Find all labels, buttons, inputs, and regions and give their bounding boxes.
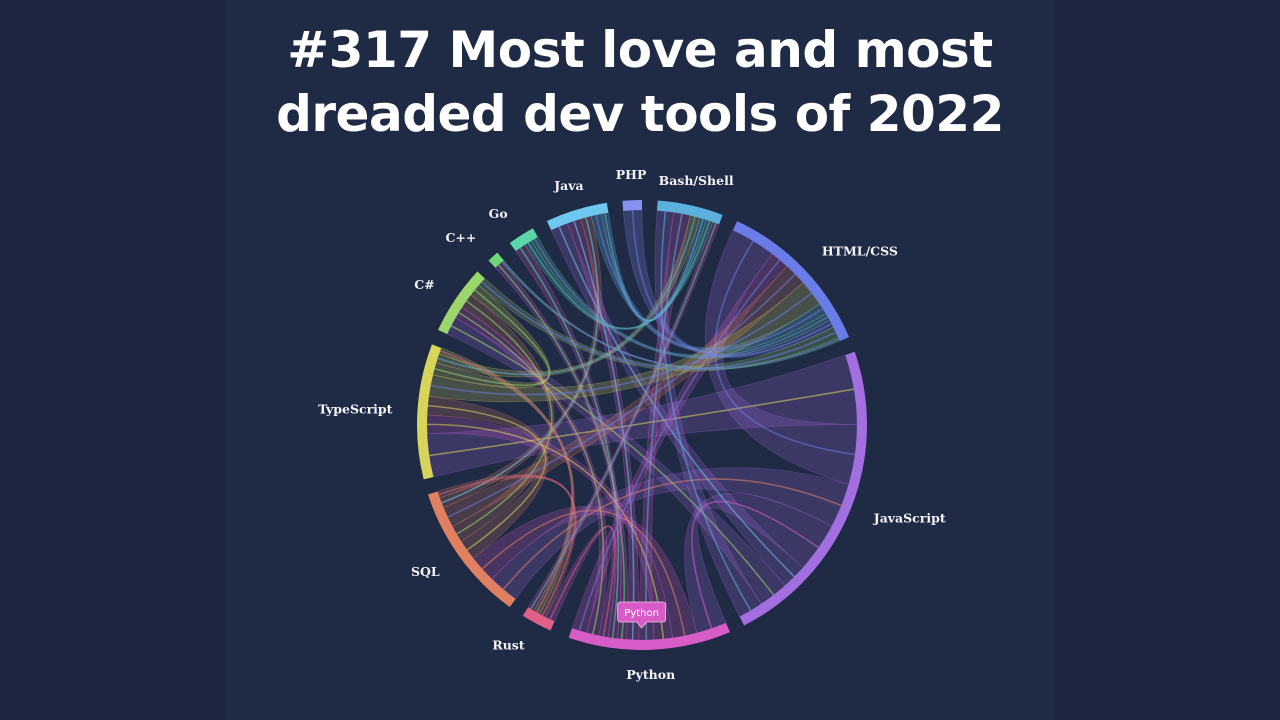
arc-javascript[interactable] bbox=[739, 351, 868, 626]
arc-html-css[interactable] bbox=[732, 221, 850, 341]
ribbon-javascript-typescript[interactable] bbox=[426, 354, 858, 478]
label-javascript: JavaScript bbox=[873, 511, 946, 526]
strand-php-html-css bbox=[631, 210, 832, 357]
strand-javascript-sql bbox=[502, 478, 842, 590]
label-rust: Rust bbox=[492, 638, 525, 653]
label-java: Java bbox=[553, 178, 583, 193]
arc-typescript[interactable] bbox=[417, 344, 442, 480]
ribbon-layer bbox=[426, 209, 858, 641]
right-letterbox bbox=[1054, 0, 1280, 720]
arc-python[interactable] bbox=[568, 622, 730, 650]
arc-c[interactable] bbox=[438, 271, 485, 335]
arc-c[interactable] bbox=[488, 252, 504, 268]
strand-python-go bbox=[519, 247, 620, 639]
arc-php[interactable] bbox=[622, 200, 642, 211]
label-go: Go bbox=[489, 206, 508, 221]
arc-sql[interactable] bbox=[428, 491, 516, 608]
strand-sql-c bbox=[456, 300, 553, 535]
label-c: C++ bbox=[445, 230, 476, 245]
strand-python-rust bbox=[549, 525, 616, 637]
strand-typescript-rust bbox=[439, 350, 574, 613]
strand-javascript-java bbox=[558, 226, 795, 578]
strand-c-html-css bbox=[481, 281, 837, 370]
ribbon-javascript-java[interactable] bbox=[550, 222, 804, 586]
strand-sql-rust bbox=[438, 475, 576, 616]
strand-javascript-bash-shell bbox=[660, 211, 752, 611]
strand-python-c bbox=[497, 264, 625, 640]
label-sql: SQL bbox=[411, 564, 440, 579]
arc-layer bbox=[417, 200, 868, 650]
ribbon-javascript-html-css[interactable] bbox=[704, 229, 858, 485]
strand-javascript-typescript bbox=[429, 388, 855, 457]
strand-javascript-html-css bbox=[714, 240, 856, 456]
label-php: PHP bbox=[616, 167, 647, 182]
strand-python-sql bbox=[481, 509, 686, 636]
hover-tooltip: Python bbox=[617, 601, 667, 629]
label-bash-shell: Bash/Shell bbox=[659, 173, 734, 188]
label-html-css: HTML/CSS bbox=[822, 243, 898, 258]
strand-sql-html-css bbox=[447, 273, 796, 518]
strand-rust-bash-shell bbox=[530, 222, 717, 610]
strand-java-bash-shell bbox=[604, 213, 704, 322]
ribbon-python-c[interactable] bbox=[494, 261, 629, 640]
tooltip-label: Python bbox=[624, 608, 659, 619]
label-typescript: TypeScript bbox=[318, 402, 393, 417]
strand-java-html-css bbox=[595, 214, 824, 351]
ribbon-php-html-css[interactable] bbox=[622, 209, 834, 359]
strand-typescript-c bbox=[434, 289, 551, 387]
strand-python-java bbox=[573, 220, 635, 640]
strand-c-html-css bbox=[502, 260, 840, 370]
strand-go-bash-shell bbox=[527, 220, 711, 330]
strand-javascript-python bbox=[691, 500, 820, 629]
strand-javascript-c bbox=[450, 325, 775, 596]
strand-go-html-css bbox=[533, 238, 829, 358]
strand-python-html-css bbox=[578, 259, 781, 631]
arc-java[interactable] bbox=[546, 202, 609, 231]
left-letterbox bbox=[0, 0, 226, 720]
title-line-1: #317 Most love and most bbox=[287, 21, 993, 79]
strand-python-c bbox=[458, 311, 604, 635]
label-layer: JavaScript Python Rust SQL TypeScript C# C++ Go… bbox=[318, 167, 946, 682]
tooltip-box bbox=[617, 601, 667, 629]
arc-rust[interactable] bbox=[522, 607, 555, 631]
label-python: Python bbox=[626, 667, 675, 682]
strand-typescript-bash-shell bbox=[437, 216, 696, 376]
strand-typescript-html-css bbox=[430, 292, 813, 396]
arc-bash-shell[interactable] bbox=[656, 200, 723, 225]
arc-go[interactable] bbox=[509, 228, 538, 252]
title-line-2: dreaded dev tools of 2022 bbox=[276, 85, 1004, 143]
page-title: #317 Most love and most dreaded dev tool… bbox=[0, 18, 1280, 146]
strand-python-bash-shell bbox=[645, 213, 683, 640]
ribbon-javascript-bash-shell[interactable] bbox=[654, 210, 762, 617]
label-c: C# bbox=[414, 277, 434, 292]
